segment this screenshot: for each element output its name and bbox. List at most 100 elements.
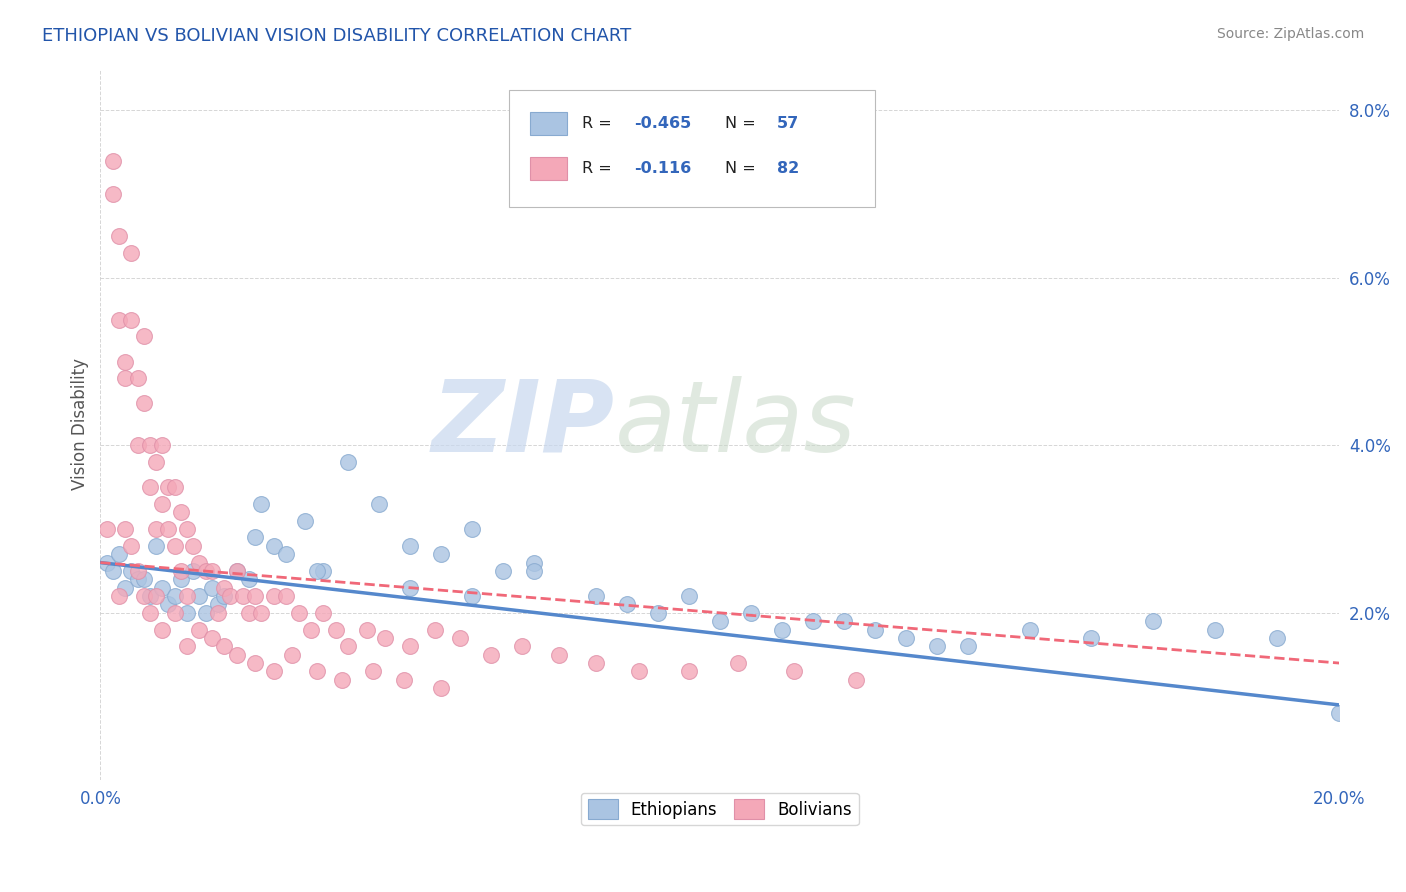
Point (170, 505, 193, 519)
Text: R =: R = (582, 116, 617, 131)
Point (727, 656, 749, 670)
Point (770, 623, 793, 637)
Point (1329, 706, 1351, 721)
Point (163, 480, 186, 494)
Point (120, 539, 142, 553)
Point (176, 522, 198, 536)
Point (145, 522, 167, 536)
Point (145, 589, 167, 603)
Text: -0.116: -0.116 (634, 161, 692, 176)
Point (127, 371, 149, 385)
Point (1142, 614, 1164, 628)
FancyBboxPatch shape (530, 157, 568, 179)
Text: N =: N = (724, 116, 761, 131)
Point (356, 623, 378, 637)
Text: 82: 82 (776, 161, 799, 176)
Text: N =: N = (724, 161, 761, 176)
Point (585, 589, 607, 603)
Point (423, 623, 446, 637)
Point (108, 312, 131, 326)
Point (325, 623, 347, 637)
Point (547, 648, 569, 662)
Point (312, 606, 335, 620)
Point (188, 589, 211, 603)
Point (157, 598, 180, 612)
Text: R =: R = (582, 161, 617, 176)
Point (925, 640, 948, 654)
Point (845, 673, 868, 687)
Point (740, 606, 762, 620)
Point (832, 614, 855, 628)
Point (399, 539, 422, 553)
Text: 57: 57 (776, 116, 799, 131)
Point (523, 564, 546, 578)
Point (114, 522, 136, 536)
Point (120, 245, 142, 260)
Point (176, 640, 198, 654)
Point (510, 640, 533, 654)
Point (238, 606, 260, 620)
Point (956, 640, 979, 654)
Point (108, 589, 131, 603)
Point (245, 531, 267, 545)
Point (194, 564, 217, 578)
Point (281, 648, 304, 662)
Point (212, 589, 235, 603)
Point (201, 581, 224, 595)
Point (647, 606, 669, 620)
Point (312, 564, 335, 578)
Point (207, 598, 229, 612)
Point (523, 556, 546, 570)
Point (188, 556, 211, 570)
Point (181, 539, 204, 553)
Point (399, 581, 422, 595)
Point (157, 480, 180, 494)
Point (461, 522, 484, 536)
Point (176, 589, 198, 603)
Point (176, 606, 198, 620)
FancyBboxPatch shape (509, 90, 875, 207)
Point (287, 606, 309, 620)
Point (170, 572, 193, 586)
Point (219, 589, 242, 603)
Point (374, 631, 396, 645)
Point (163, 539, 186, 553)
Point (232, 589, 254, 603)
Point (430, 681, 453, 696)
Text: ZIP: ZIP (432, 376, 614, 473)
Point (399, 640, 422, 654)
Point (307, 665, 329, 679)
Point (299, 623, 322, 637)
Point (127, 564, 149, 578)
Point (96, 556, 118, 570)
Text: Source: ZipAtlas.com: Source: ZipAtlas.com (1216, 27, 1364, 41)
Point (709, 614, 731, 628)
Text: ETHIOPIAN VS BOLIVIAN VISION DISABILITY CORRELATION CHART: ETHIOPIAN VS BOLIVIAN VISION DISABILITY … (42, 27, 631, 45)
Text: -0.465: -0.465 (634, 116, 692, 131)
Point (307, 564, 329, 578)
Point (201, 564, 224, 578)
Text: atlas: atlas (614, 376, 856, 473)
Point (225, 648, 247, 662)
Point (783, 665, 806, 679)
Point (1204, 623, 1226, 637)
Point (492, 564, 515, 578)
Point (330, 673, 353, 687)
Point (127, 572, 149, 586)
Point (108, 547, 131, 561)
Point (139, 480, 162, 494)
Point (157, 522, 180, 536)
Point (101, 187, 124, 202)
Point (96, 522, 118, 536)
Point (1018, 623, 1040, 637)
Point (361, 665, 384, 679)
Point (139, 438, 162, 452)
Point (616, 598, 638, 612)
Point (163, 606, 186, 620)
FancyBboxPatch shape (530, 112, 568, 135)
Point (449, 631, 471, 645)
Point (132, 396, 155, 410)
Point (150, 623, 173, 637)
Point (114, 581, 136, 595)
Point (392, 673, 415, 687)
